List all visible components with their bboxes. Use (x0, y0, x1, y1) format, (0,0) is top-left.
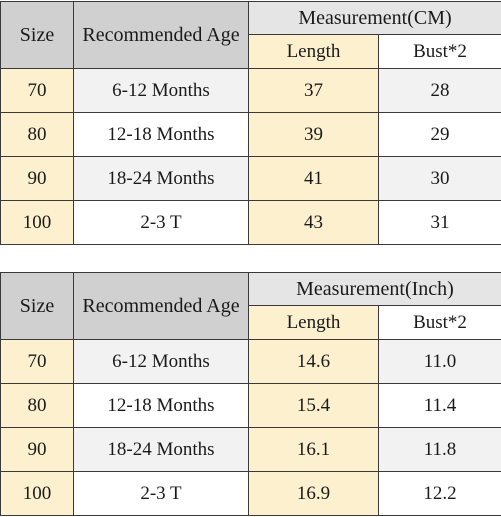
cell-bust: 31 (377, 200, 501, 245)
cell-size: 100 (0, 200, 74, 245)
cell-age: 6-12 Months (73, 339, 249, 384)
cell-age: 2-3 T (73, 471, 249, 516)
cell-bust: 11.4 (378, 383, 501, 428)
cell-size: 80 (0, 383, 74, 428)
cell-size: 90 (0, 427, 74, 472)
header-bust: Bust*2 (377, 34, 501, 69)
header-size: Size (0, 272, 74, 340)
table-row: 100 2-3 T 16.9 12.2 (0, 471, 501, 516)
size-chart-table-cm: Size Recommended Age Measurement(CM) Len… (0, 1, 501, 245)
cell-size: 70 (0, 339, 74, 384)
header-measurement: Measurement(CM) (247, 1, 501, 35)
cell-age: 12-18 Months (73, 383, 249, 428)
cell-length: 37 (248, 68, 379, 113)
table-row: 70 6-12 Months 37 28 (0, 68, 501, 113)
cell-age: 12-18 Months (73, 112, 249, 157)
size-chart-table-inch: Size Recommended Age Measurement(Inch) L… (0, 272, 501, 516)
header-size: Size (0, 1, 74, 69)
cell-bust: 11.8 (378, 427, 501, 472)
cell-age: 18-24 Months (73, 427, 249, 472)
cell-length: 16.1 (248, 427, 379, 472)
cell-size: 100 (0, 471, 74, 516)
cell-bust: 28 (377, 68, 501, 113)
cell-length: 14.6 (248, 339, 379, 384)
table-row: 100 2-3 T 43 31 (0, 200, 501, 245)
header-length: Length (248, 34, 379, 69)
cell-length: 16.9 (248, 471, 379, 516)
cell-length: 15.4 (248, 383, 379, 428)
cell-length: 41 (248, 156, 379, 201)
table-row: 80 12-18 Months 15.4 11.4 (0, 383, 501, 428)
cell-bust: 29 (377, 112, 501, 157)
cell-length: 39 (248, 112, 379, 157)
header-measurement: Measurement(Inch) (248, 272, 501, 306)
cell-bust: 30 (377, 156, 501, 201)
cell-bust: 12.2 (378, 471, 501, 516)
cell-age: 2-3 T (73, 200, 249, 245)
table-row: 80 12-18 Months 39 29 (0, 112, 501, 157)
cell-size: 80 (0, 112, 74, 157)
cell-age: 6-12 Months (73, 68, 249, 113)
table-row: 70 6-12 Months 14.6 11.0 (0, 339, 501, 384)
header-row: Size Recommended Age Measurement(Inch) (0, 272, 501, 340)
cell-size: 90 (0, 156, 74, 201)
table-row: 90 18-24 Months 41 30 (0, 156, 501, 201)
header-recommended-age: Recommended Age (73, 272, 249, 340)
header-recommended-age: Recommended Age (73, 1, 249, 69)
header-bust: Bust*2 (378, 305, 501, 340)
table-row: 90 18-24 Months 16.1 11.8 (0, 427, 501, 472)
header-row: Size Recommended Age Measurement(CM) (0, 1, 501, 69)
cell-size: 70 (0, 68, 74, 113)
cell-bust: 11.0 (378, 339, 501, 384)
cell-length: 43 (248, 200, 379, 245)
cell-age: 18-24 Months (73, 156, 249, 201)
header-length: Length (248, 305, 379, 340)
